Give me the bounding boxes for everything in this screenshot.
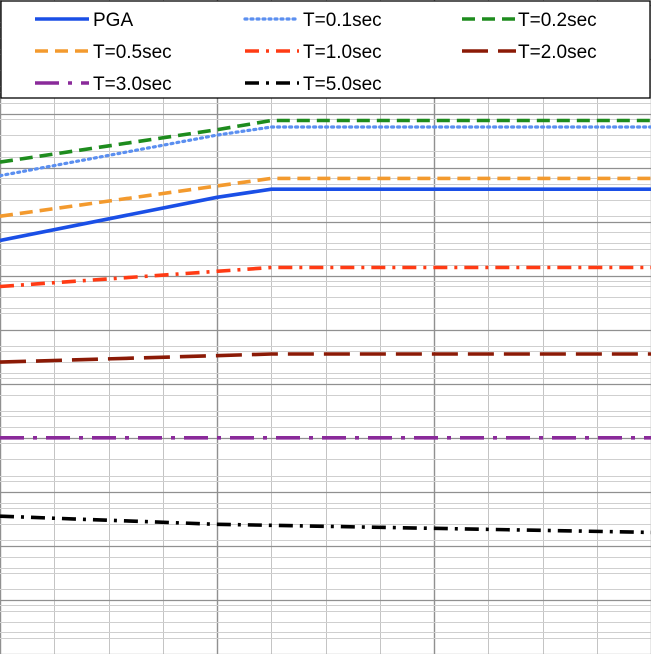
series-line-t-2-0sec — [0, 352, 651, 364]
legend-label-t-3-0sec: T=3.0sec — [93, 74, 172, 95]
legend-box — [0, 0, 651, 99]
series-line-pga — [0, 187, 651, 243]
legend-label-t-0-2sec: T=0.2sec — [518, 10, 597, 31]
series-line-t-5-0sec — [0, 514, 651, 535]
series-line-t-0-1sec — [0, 125, 651, 178]
legend-label-t-2-0sec: T=2.0sec — [518, 42, 597, 63]
legend-label-t-0-1sec: T=0.1sec — [303, 10, 382, 31]
legend-label-t-1-0sec: T=1.0sec — [303, 42, 382, 63]
series-layer — [0, 118, 651, 535]
series-line-t-0-2sec — [0, 118, 651, 164]
series-line-t-0-5sec — [0, 176, 651, 218]
legend-label-t-5-0sec: T=5.0sec — [303, 74, 382, 95]
legend-label-t-0-5sec: T=0.5sec — [93, 42, 172, 63]
legend: PGA T=0.1sec T=0.2sec T=0.5sec T=1.0sec T=2.0… — [0, 0, 651, 99]
series-line-t-1-0sec — [0, 265, 651, 289]
legend-label-pga: PGA — [93, 10, 133, 31]
